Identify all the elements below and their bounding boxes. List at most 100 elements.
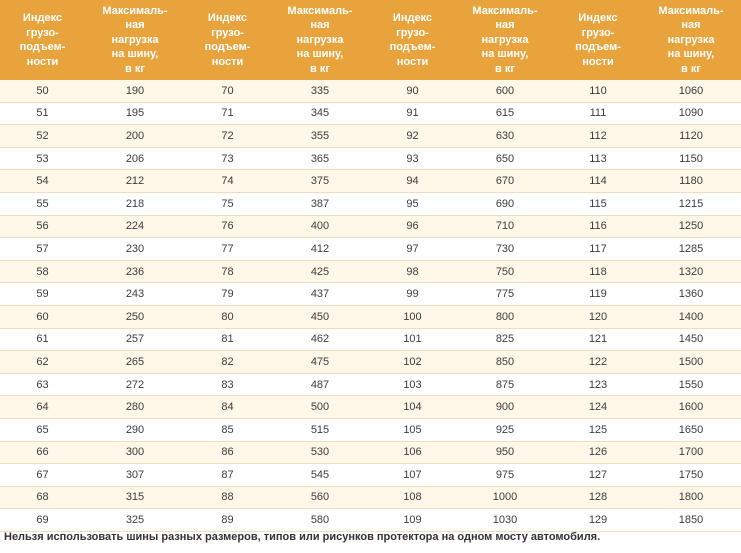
max-load-cell: 875 <box>455 373 555 397</box>
max-load-cell: 345 <box>270 102 370 126</box>
load-index-cell: 127 <box>555 463 641 487</box>
max-load-cell: 250 <box>85 305 185 329</box>
max-load-cell: 530 <box>270 441 370 465</box>
table-row: 61 257 81 462 101 825 121 1450 <box>0 328 741 352</box>
load-index-cell: 72 <box>185 124 270 148</box>
max-load-cell: 290 <box>85 418 185 442</box>
max-load-cell: 1250 <box>641 215 741 239</box>
load-index-cell: 62 <box>0 350 85 374</box>
load-index-cell: 122 <box>555 350 641 374</box>
load-index-cell: 98 <box>370 260 455 284</box>
load-index-cell: 57 <box>0 237 85 261</box>
load-index-cell: 84 <box>185 395 270 419</box>
load-index-cell: 78 <box>185 260 270 284</box>
max-load-cell: 1360 <box>641 282 741 306</box>
max-load-cell: 412 <box>270 237 370 261</box>
header-load-index: Индекс грузо- подъем- ности <box>370 0 455 80</box>
max-load-cell: 850 <box>455 350 555 374</box>
load-index-cell: 111 <box>555 102 641 126</box>
max-load-cell: 206 <box>85 147 185 171</box>
load-index-cell: 101 <box>370 328 455 352</box>
load-index-cell: 79 <box>185 282 270 306</box>
table-row: 64 280 84 500 104 900 124 1600 <box>0 395 741 419</box>
load-index-cell: 107 <box>370 463 455 487</box>
max-load-cell: 580 <box>270 508 370 532</box>
load-index-cell: 106 <box>370 441 455 465</box>
load-index-cell: 75 <box>185 192 270 216</box>
load-index-cell: 66 <box>0 441 85 465</box>
table-row: 66 300 86 530 106 950 126 1700 <box>0 441 741 465</box>
load-index-cell: 124 <box>555 395 641 419</box>
load-index-cell: 88 <box>185 486 270 510</box>
load-index-cell: 123 <box>555 373 641 397</box>
header-max-load: Максималь- ная нагрузка на шину, в кг <box>455 0 555 80</box>
max-load-cell: 1800 <box>641 486 741 510</box>
header-max-load: Максималь- ная нагрузка на шину, в кг <box>270 0 370 80</box>
load-index-cell: 103 <box>370 373 455 397</box>
load-index-cell: 94 <box>370 169 455 193</box>
load-index-cell: 65 <box>0 418 85 442</box>
max-load-cell: 195 <box>85 102 185 126</box>
load-index-cell: 126 <box>555 441 641 465</box>
max-load-cell: 265 <box>85 350 185 374</box>
max-load-cell: 1285 <box>641 237 741 261</box>
max-load-cell: 1215 <box>641 192 741 216</box>
load-index-cell: 113 <box>555 147 641 171</box>
load-index-cell: 60 <box>0 305 85 329</box>
table-row: 69 325 89 580 109 1030 129 1850 <box>0 508 741 532</box>
load-index-cell: 109 <box>370 508 455 532</box>
max-load-cell: 325 <box>85 508 185 532</box>
max-load-cell: 1400 <box>641 305 741 329</box>
load-index-cell: 63 <box>0 373 85 397</box>
load-index-cell: 110 <box>555 80 641 103</box>
max-load-cell: 545 <box>270 463 370 487</box>
load-index-cell: 55 <box>0 192 85 216</box>
max-load-cell: 307 <box>85 463 185 487</box>
load-index-cell: 69 <box>0 508 85 532</box>
load-index-cell: 58 <box>0 260 85 284</box>
load-index-cell: 82 <box>185 350 270 374</box>
max-load-cell: 900 <box>455 395 555 419</box>
max-load-cell: 243 <box>85 282 185 306</box>
table-header-row: Индекс грузо- подъем- ности Максималь- н… <box>0 0 741 80</box>
max-load-cell: 1150 <box>641 147 741 171</box>
table-row: 56 224 76 400 96 710 116 1250 <box>0 215 741 239</box>
load-index-cell: 89 <box>185 508 270 532</box>
load-index-cell: 67 <box>0 463 85 487</box>
max-load-cell: 800 <box>455 305 555 329</box>
table-row: 58 236 78 425 98 750 118 1320 <box>0 260 741 284</box>
table-body: 50 190 70 335 90 600 110 1060 51 195 71 345 91 615 111… <box>0 80 741 532</box>
footnote: Нельзя использовать шины разных размеров… <box>4 531 601 543</box>
max-load-cell: 487 <box>270 373 370 397</box>
load-index-cell: 100 <box>370 305 455 329</box>
max-load-cell: 387 <box>270 192 370 216</box>
max-load-cell: 425 <box>270 260 370 284</box>
load-index-cell: 97 <box>370 237 455 261</box>
load-index-cell: 68 <box>0 486 85 510</box>
load-index-cell: 115 <box>555 192 641 216</box>
load-index-cell: 105 <box>370 418 455 442</box>
max-load-cell: 475 <box>270 350 370 374</box>
max-load-cell: 257 <box>85 328 185 352</box>
load-index-cell: 120 <box>555 305 641 329</box>
load-index-cell: 96 <box>370 215 455 239</box>
load-index-cell: 121 <box>555 328 641 352</box>
table-row: 59 243 79 437 99 775 119 1360 <box>0 282 741 306</box>
max-load-cell: 775 <box>455 282 555 306</box>
header-max-load: Максималь- ная нагрузка на шину, в кг <box>85 0 185 80</box>
load-index-cell: 128 <box>555 486 641 510</box>
table-row: 68 315 88 560 108 1000 128 1800 <box>0 486 741 510</box>
max-load-cell: 500 <box>270 395 370 419</box>
max-load-cell: 1750 <box>641 463 741 487</box>
max-load-cell: 1450 <box>641 328 741 352</box>
load-index-cell: 53 <box>0 147 85 171</box>
max-load-cell: 300 <box>85 441 185 465</box>
max-load-cell: 615 <box>455 102 555 126</box>
max-load-cell: 335 <box>270 80 370 103</box>
max-load-cell: 190 <box>85 80 185 103</box>
load-index-cell: 85 <box>185 418 270 442</box>
load-index-cell: 77 <box>185 237 270 261</box>
table-row: 60 250 80 450 100 800 120 1400 <box>0 305 741 329</box>
load-index-cell: 102 <box>370 350 455 374</box>
load-index-cell: 50 <box>0 80 85 103</box>
